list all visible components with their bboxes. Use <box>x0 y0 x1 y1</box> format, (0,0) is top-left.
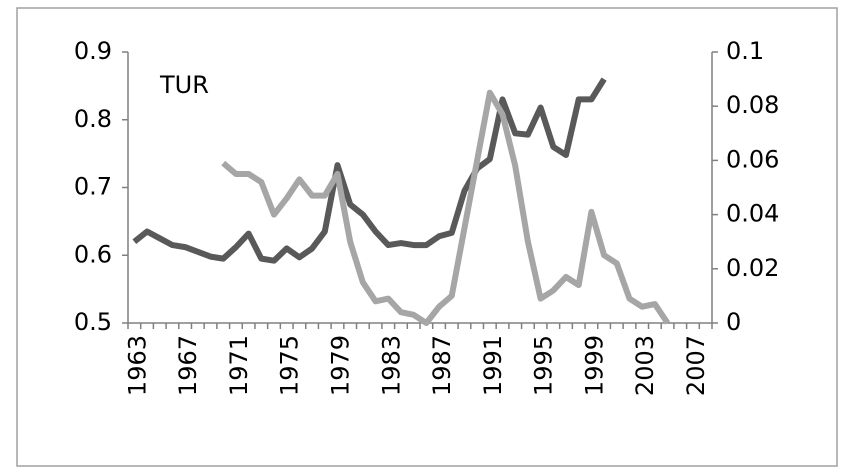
x-tick-label: 1971 <box>225 335 253 396</box>
annotation: TUR <box>159 71 209 99</box>
series-line <box>132 77 607 264</box>
x-tick-label: 1963 <box>123 335 151 396</box>
y-tick-label: 0.7 <box>74 173 112 201</box>
x-tick-label: 1991 <box>479 335 507 396</box>
y-tick-label: 0.8 <box>74 105 112 133</box>
y2-tick-label: 0.04 <box>726 200 779 228</box>
x-tick-label: 1975 <box>276 335 304 396</box>
x-tick-label: 1999 <box>580 335 608 396</box>
x-tick-label: 2007 <box>682 335 710 396</box>
y-tick-label: 0.6 <box>74 240 112 268</box>
y-tick-label: 0.5 <box>74 308 112 336</box>
y-tick-label: 0.9 <box>74 37 112 65</box>
x-tick-label: 1983 <box>377 335 405 396</box>
series-line <box>221 89 671 326</box>
x-tick-label: 1967 <box>174 335 202 396</box>
y2-tick-label: 0 <box>726 308 741 336</box>
y2-tick-label: 0.1 <box>726 37 764 65</box>
y2-tick-label: 0.02 <box>726 254 779 282</box>
y2-tick-label: 0.08 <box>726 91 779 119</box>
x-tick-label: 2003 <box>631 335 659 396</box>
x-tick-label: 1979 <box>326 335 354 396</box>
x-tick-label: 1987 <box>428 335 456 396</box>
y2-tick-label: 0.06 <box>726 145 779 173</box>
x-tick-label: 1995 <box>530 335 558 396</box>
